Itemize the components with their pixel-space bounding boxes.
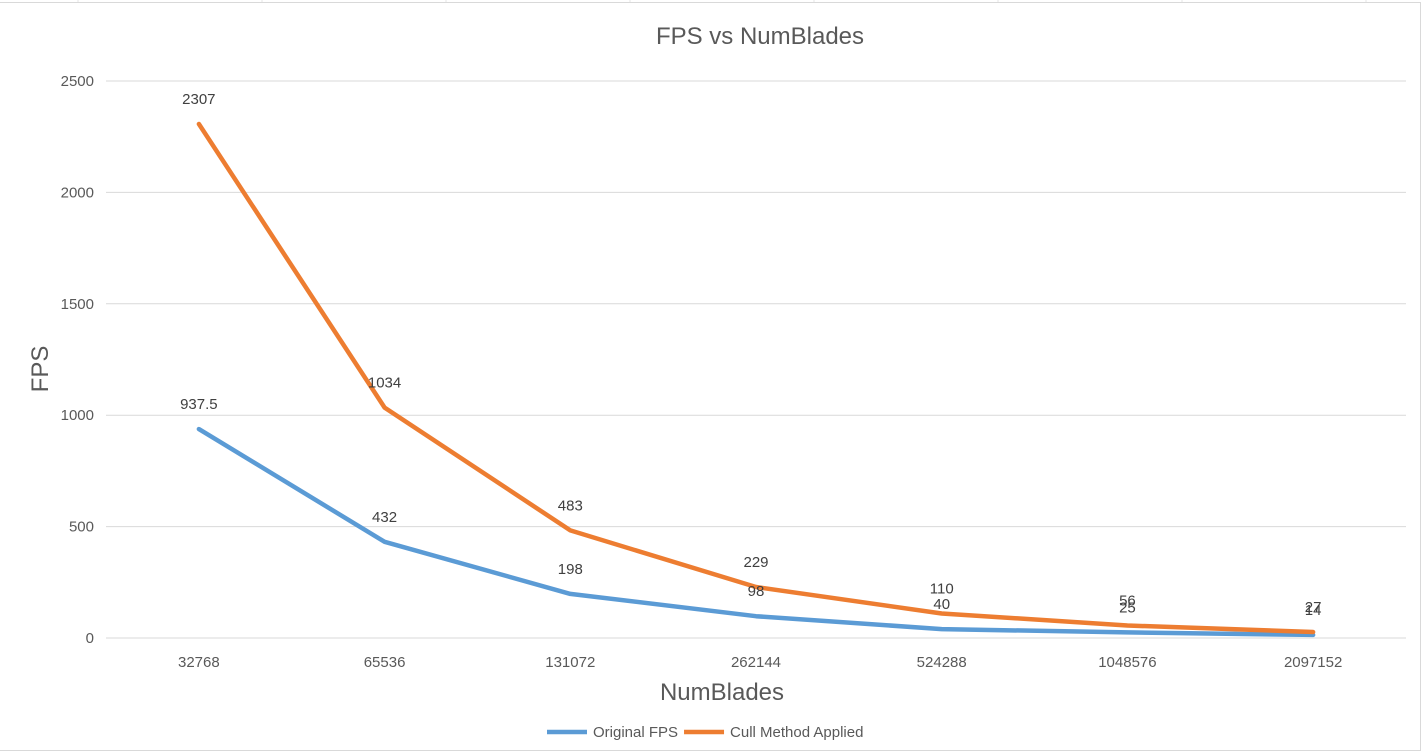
x-tick-label: 1048576 xyxy=(1098,654,1156,671)
data-label: 40 xyxy=(933,596,950,613)
data-label: 14 xyxy=(1305,602,1322,619)
y-tick-label: 1500 xyxy=(61,296,94,313)
data-label: 25 xyxy=(1119,599,1136,616)
y-tick-label: 2000 xyxy=(61,184,94,201)
data-label: 198 xyxy=(558,561,583,578)
x-tick-label: 262144 xyxy=(731,654,781,671)
data-label: 229 xyxy=(743,554,768,571)
data-label: 483 xyxy=(558,497,583,514)
data-labels: 937.5 432 198 98 40 25 14 2307 1034 483 229 110 56 27 xyxy=(180,91,1321,619)
chart-title: FPS vs NumBlades xyxy=(656,23,864,50)
x-axis-title: NumBlades xyxy=(660,679,784,706)
data-label: 27 xyxy=(1305,599,1322,616)
data-label: 1034 xyxy=(368,375,401,392)
x-tick-label: 131072 xyxy=(545,654,595,671)
y-tick-label: 0 xyxy=(86,630,94,647)
line-chart: FPS vs NumBlades 0 500 1000 1500 2000 2500 32… xyxy=(27,23,1406,741)
legend-entry: Original FPS xyxy=(593,724,678,741)
series-line-original-fps xyxy=(196,426,1316,638)
data-label: 937.5 xyxy=(180,396,218,413)
series-lines xyxy=(196,121,1316,638)
data-label: 432 xyxy=(372,509,397,526)
x-tick-label: 32768 xyxy=(178,654,220,671)
y-axis-title: FPS xyxy=(27,346,54,393)
x-tick-label: 65536 xyxy=(364,654,406,671)
data-label: 56 xyxy=(1119,593,1136,610)
data-label: 98 xyxy=(748,583,765,600)
series-line-cull-method-applied xyxy=(196,121,1316,635)
data-label: 2307 xyxy=(182,91,215,108)
x-tick-label: 2097152 xyxy=(1284,654,1342,671)
y-tick-label: 500 xyxy=(69,519,94,536)
x-tick-label: 524288 xyxy=(917,654,967,671)
x-axis-ticks: 32768 65536 131072 262144 524288 1048576 20971… xyxy=(178,654,1342,671)
legend: Original FPS Cull Method Applied xyxy=(547,724,863,741)
y-tick-label: 1000 xyxy=(61,407,94,424)
legend-entry: Cull Method Applied xyxy=(730,724,863,741)
y-axis-ticks: 0 500 1000 1500 2000 2500 xyxy=(61,73,94,647)
data-label: 110 xyxy=(930,580,954,597)
gridlines xyxy=(106,80,1406,639)
y-tick-label: 2500 xyxy=(61,73,94,90)
